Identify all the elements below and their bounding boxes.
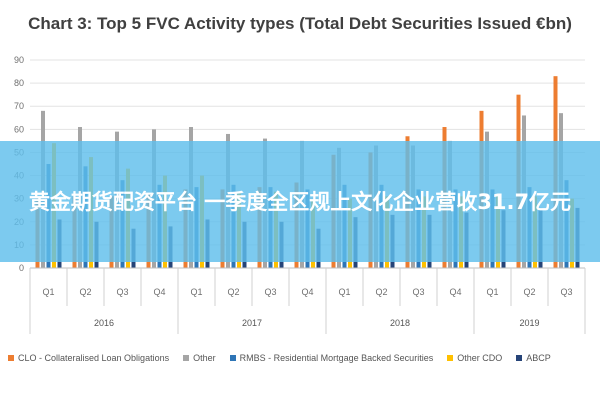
legend-label: CLO - Collateralised Loan Obligations	[18, 353, 170, 363]
legend-swatch	[516, 355, 523, 361]
legend-label: RMBS - Residential Mortgage Backed Secur…	[239, 353, 434, 363]
x-axis-tick-labels: Q1 Q2 Q3 Q4 Q1 Q2 Q3 Q4 Q1 Q2 Q3 Q4 Q1 Q2 Q3	[29, 267, 586, 306]
x-tick-label: Q1	[190, 287, 202, 297]
x-tick-label: Q1	[338, 287, 350, 297]
legend-item: Other	[183, 353, 216, 363]
legend-swatch	[183, 355, 190, 361]
legend-item: CLO - Collateralised Loan Obligations	[8, 353, 169, 363]
y-tick-label: 70	[14, 101, 24, 111]
legend-label: Other	[193, 353, 216, 363]
legend-item: RMBS - Residential Mortgage Backed Secur…	[229, 353, 434, 363]
legend-label: ABCP	[526, 353, 551, 363]
x-tick-label: Q3	[116, 287, 128, 297]
x-tick-label: Q4	[301, 287, 313, 297]
y-tick-label: 90	[14, 55, 24, 65]
legend-swatch	[447, 355, 454, 361]
x-tick-label: Q4	[449, 287, 461, 297]
y-tick-label: 80	[14, 78, 24, 88]
x-tick-label: Q1	[486, 287, 498, 297]
x-tick-label: Q2	[79, 287, 91, 297]
x-tick-label: Q2	[523, 287, 535, 297]
year-label: 2016	[94, 318, 114, 328]
x-axis-year-labels: 2016 2017 2018 2019	[29, 306, 586, 334]
y-tick-label: 60	[14, 124, 24, 134]
x-tick-label: Q4	[153, 287, 165, 297]
legend: CLO - Collateralised Loan Obligations Oth…	[8, 353, 600, 363]
x-tick-label: Q2	[227, 287, 239, 297]
x-tick-label: Q2	[375, 287, 387, 297]
banner-text[interactable]: 黄金期货配资平台 一季度全区规上文化企业营收31.7亿元	[28, 189, 572, 214]
x-tick-label: Q1	[42, 287, 54, 297]
x-tick-label: Q3	[412, 287, 424, 297]
chart-title: Chart 3: Top 5 FVC Activity types (Total…	[28, 14, 572, 33]
year-label: 2019	[519, 318, 539, 328]
y-tick-label: 0	[19, 263, 24, 273]
legend-swatch	[229, 355, 236, 361]
legend-label: Other CDO	[457, 353, 503, 363]
overlay-banner[interactable]: 黄金期货配资平台 一季度全区规上文化企业营收31.7亿元	[0, 141, 600, 262]
x-tick-label: Q3	[560, 287, 572, 297]
legend-item: Other CDO	[447, 353, 502, 363]
legend-item: ABCP	[516, 353, 551, 363]
year-label: 2017	[242, 318, 262, 328]
legend-swatch	[8, 355, 14, 361]
x-tick-label: Q3	[264, 287, 276, 297]
year-label: 2018	[390, 318, 410, 328]
